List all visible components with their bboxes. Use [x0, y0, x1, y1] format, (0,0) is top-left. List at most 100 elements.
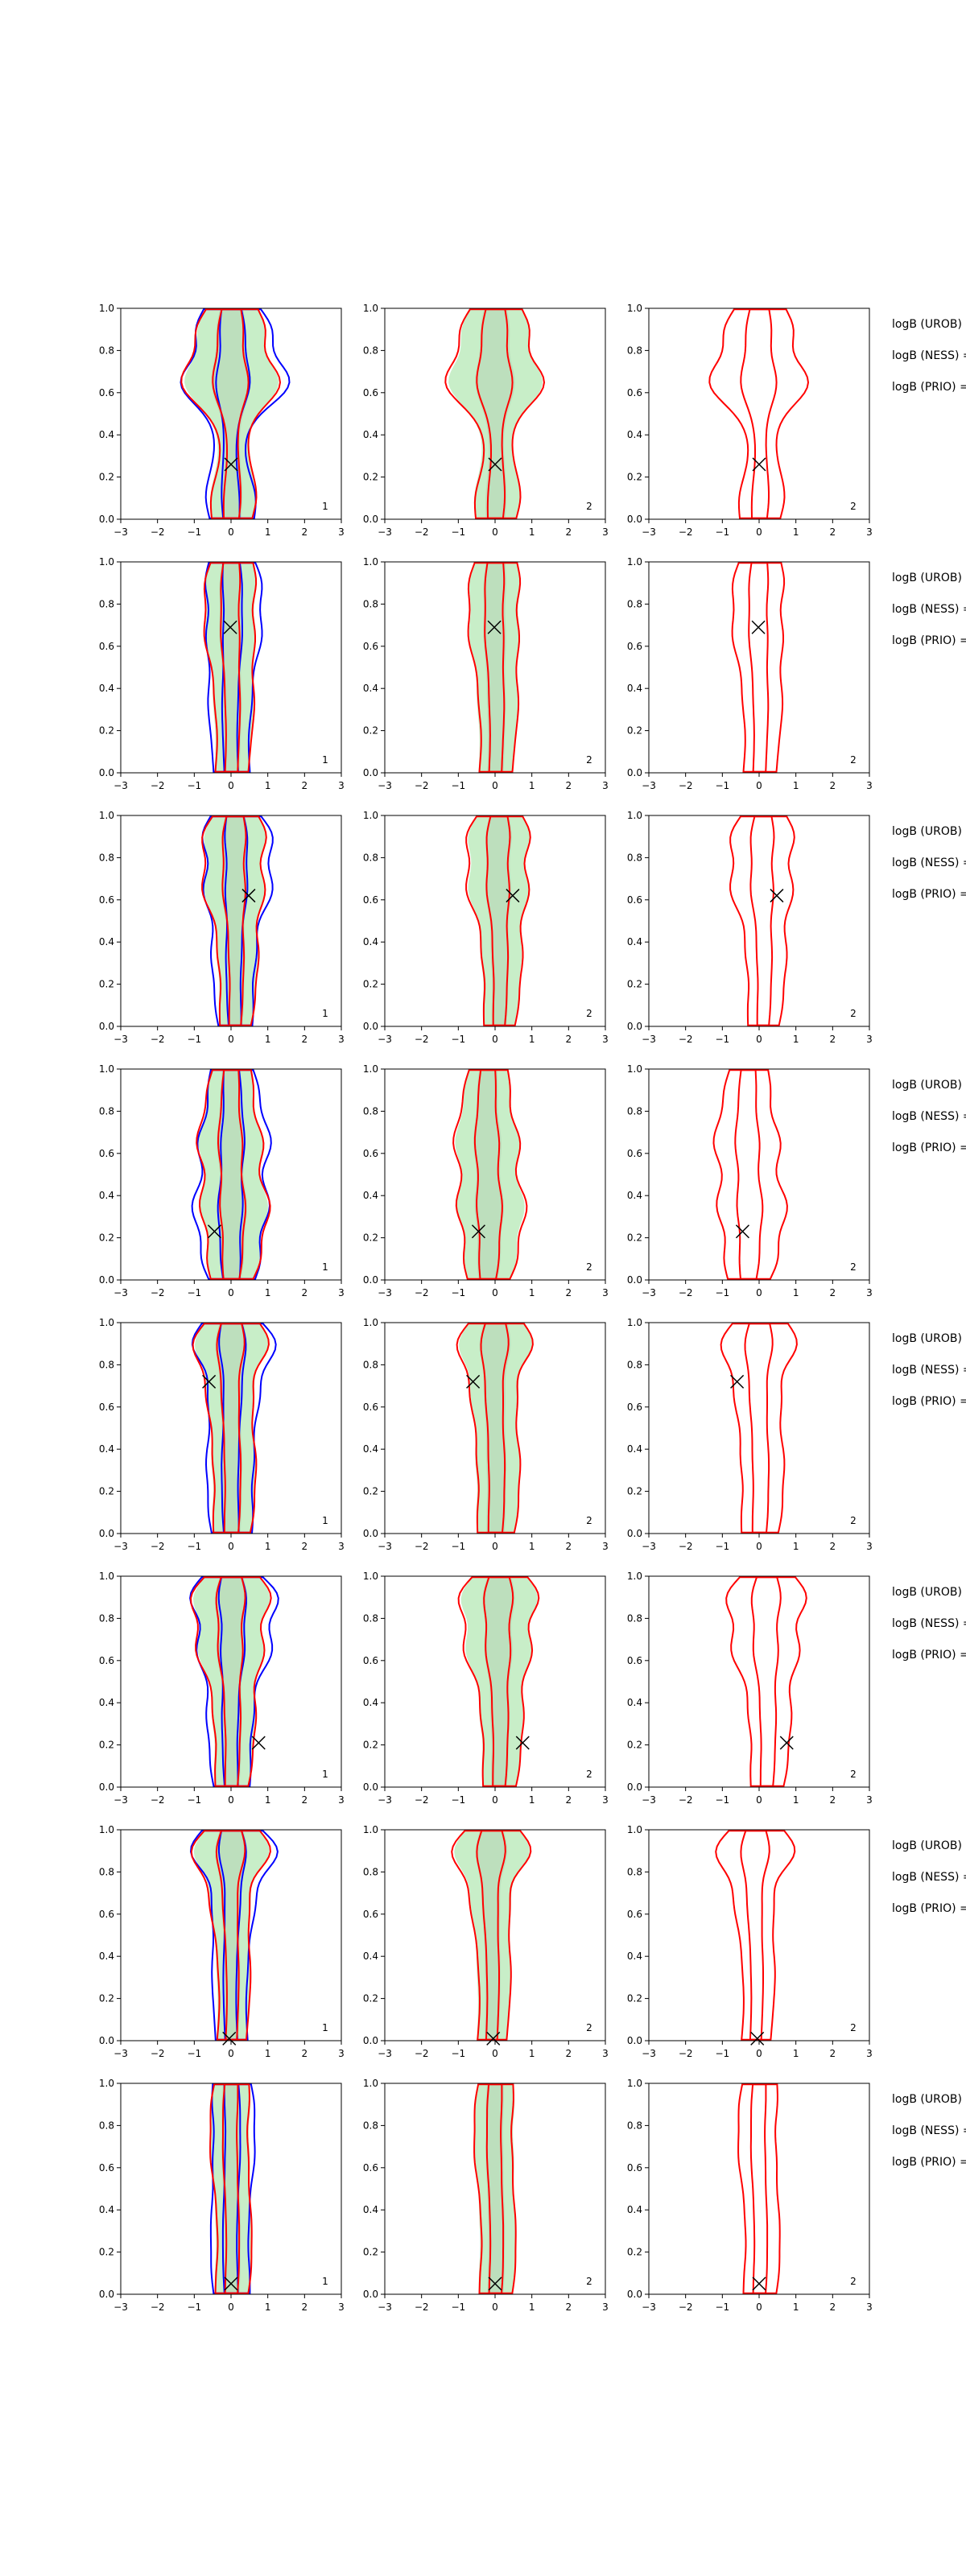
y-tick-label: 0.6 [363, 387, 378, 398]
red-outer-contour [731, 562, 786, 773]
x-tick-label: 3 [338, 526, 345, 538]
x-tick-label: 3 [866, 2301, 873, 2313]
x-tick-label: −3 [378, 2048, 392, 2059]
y-tick-label: 1.0 [627, 1317, 642, 1328]
y-tick-label: 0.4 [363, 936, 378, 947]
y-tick-label: 0.2 [627, 979, 642, 990]
y-tick-label: 0.8 [363, 345, 378, 356]
panel-r5-c3: −3 −2 −1 0 1 2 3 0.0 0.2 0.4 0.6 0.8 1.0 2 [627, 1317, 873, 1552]
x-tick-label: −3 [114, 526, 128, 538]
red-outer-contour [473, 2083, 517, 2294]
panel-id-label: 1 [322, 2276, 328, 2287]
x-tick-label: 2 [302, 1541, 308, 1552]
panel-r3-c3: −3 −2 −1 0 1 2 3 0.0 0.2 0.4 0.6 0.8 1.0 2 [627, 810, 873, 1045]
true-value-marker [486, 2031, 501, 2046]
x-tick-label: −1 [715, 1794, 729, 1806]
blue-outer-contour [204, 562, 263, 773]
y-tick-label: 0.4 [99, 2204, 114, 2215]
true-value-marker [207, 1224, 221, 1239]
logb-label: logB (PRIO) = [892, 634, 966, 647]
x-tick-label: 1 [529, 2301, 535, 2313]
x-tick-label: 1 [529, 1034, 535, 1045]
x-tick-label: 2 [302, 780, 308, 791]
true-value-marker [471, 1224, 485, 1239]
y-tick-label: 0.6 [363, 641, 378, 652]
panel-plot-area [201, 815, 274, 1026]
panel-plot-area [737, 2083, 781, 2294]
panel-id-label: 2 [586, 2276, 592, 2287]
y-tick-label: 0.8 [627, 1105, 642, 1117]
red-inner-contour [484, 562, 506, 773]
y-tick-label: 0.4 [627, 683, 642, 694]
green-inner-region [211, 309, 251, 518]
y-tick-label: 0.2 [627, 1993, 642, 2004]
x-tick-label: −3 [642, 1034, 656, 1045]
red-inner-contour [221, 2083, 241, 2294]
y-tick-label: 1.0 [363, 1317, 378, 1328]
panel-id-label: 2 [586, 2022, 592, 2033]
red-outer-contour [189, 1576, 272, 1787]
x-tick-label: 3 [602, 1794, 609, 1806]
logb-label: logB (UROB) = [892, 1839, 966, 1852]
true-value-marker [251, 1736, 266, 1750]
x-tick-label: −1 [451, 1794, 465, 1806]
x-tick-label: 1 [265, 1287, 271, 1298]
panel-id-label: 2 [850, 1261, 857, 1273]
y-tick-label: 0.8 [627, 852, 642, 863]
logb-label: logB (UROB) = [892, 1079, 966, 1092]
y-tick-label: 0.6 [363, 1909, 378, 1920]
y-tick-label: 0.0 [363, 2035, 378, 2046]
red-outer-contour [192, 1323, 270, 1534]
x-tick-label: −2 [415, 1034, 429, 1045]
y-tick-label: 1.0 [363, 1063, 378, 1075]
panel-plot-area [725, 1576, 807, 1787]
panel-id-label: 1 [322, 501, 328, 512]
red-outer-contour [209, 2083, 253, 2294]
red-inner-contour [749, 815, 775, 1026]
logb-label: logB (NESS) = [892, 349, 966, 362]
y-tick-label: 0.6 [627, 2162, 642, 2174]
x-tick-label: −1 [187, 2048, 201, 2059]
y-tick-label: 0.6 [363, 2162, 378, 2174]
blue-outer-contour [201, 815, 274, 1026]
x-tick-label: −2 [415, 1541, 429, 1552]
green-inner-region [219, 563, 242, 772]
red-inner-contour [220, 562, 242, 773]
panel-r6-c3: −3 −2 −1 0 1 2 3 0.0 0.2 0.4 0.6 0.8 1.0 2 [627, 1571, 873, 1806]
y-tick-label: 0.2 [99, 1232, 114, 1244]
y-tick-label: 0.8 [99, 1359, 114, 1370]
axes-frame [648, 1322, 870, 1534]
true-value-marker [202, 1374, 217, 1389]
x-tick-label: 2 [566, 1541, 572, 1552]
y-tick-label: 0.4 [99, 936, 114, 947]
red-outer-contour [729, 815, 795, 1026]
y-tick-label: 0.0 [363, 1274, 378, 1286]
axes-frame [648, 308, 870, 520]
panel-id-label: 2 [850, 754, 857, 766]
red-outer-contour [708, 308, 810, 519]
x-tick-label: −1 [715, 780, 729, 791]
panel-id-label: 2 [850, 2022, 857, 2033]
x-tick-label: −3 [642, 1541, 656, 1552]
y-tick-label: 0.2 [363, 1740, 378, 1751]
y-tick-label: 0.8 [627, 2120, 642, 2131]
x-tick-label: 0 [492, 780, 498, 791]
x-tick-label: 3 [338, 1287, 345, 1298]
blue-outer-contour [209, 2083, 256, 2294]
y-tick-label: 0.6 [99, 641, 114, 652]
true-value-marker [466, 1374, 481, 1389]
y-tick-label: 0.0 [99, 1528, 114, 1539]
x-tick-label: −2 [679, 2301, 693, 2313]
y-tick-label: 0.0 [627, 514, 642, 525]
x-tick-label: 2 [830, 1794, 836, 1806]
red-outer-contour [190, 1830, 271, 2041]
x-tick-label: −1 [715, 2048, 729, 2059]
y-tick-label: 1.0 [627, 1824, 642, 1835]
green-inner-region [482, 1577, 515, 1786]
y-tick-label: 0.2 [627, 1740, 642, 1751]
x-tick-label: 3 [866, 2048, 873, 2059]
x-tick-label: 0 [492, 1541, 498, 1552]
y-tick-label: 0.6 [627, 1909, 642, 1920]
y-tick-label: 0.6 [627, 894, 642, 906]
y-tick-label: 1.0 [363, 2078, 378, 2089]
